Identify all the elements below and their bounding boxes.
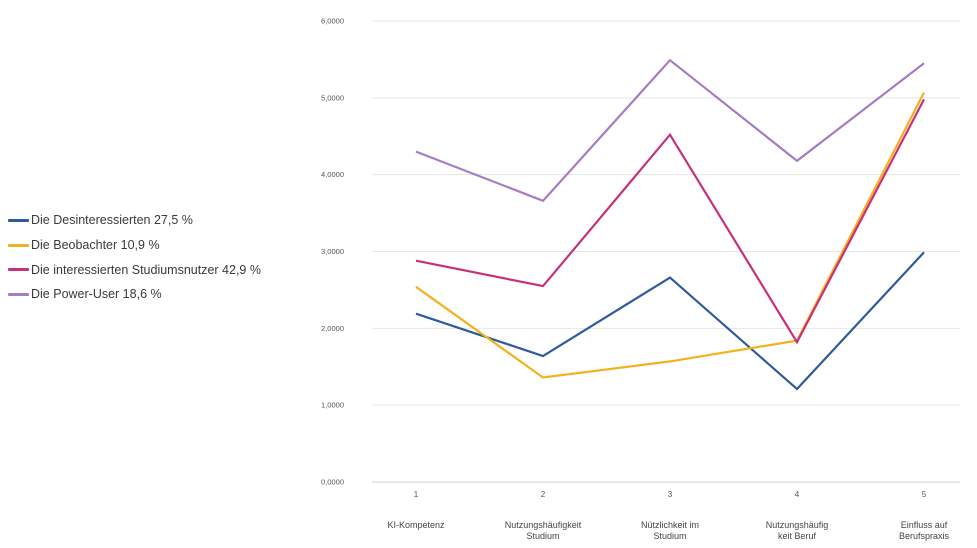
y-tick-label: 3,0000 [321,247,344,256]
series-line-1 [415,251,925,391]
legend-label: Die interessierten Studiumsnutzer 42,9 % [31,262,261,277]
x-tick-label: 1 [414,490,419,499]
x-axis-ticks: 1 KI-Kompetenz 2 Nutzungshäufigkeit Studium 3… [387,490,949,541]
y-tick-label: 2,0000 [321,324,344,333]
y-tick-label: 0,0000 [321,478,344,487]
legend-item: Die Power-User 18,6 % [8,282,261,307]
y-tick-label: 1,0000 [321,401,344,410]
legend-label: Die Desinteressierten 27,5 % [31,213,193,228]
series-line-3 [415,98,925,345]
category-label: KI-Kompetenz [387,520,445,530]
category-label: Einfluss auf Berufspraxis [899,520,950,541]
x-tick-label: 5 [922,490,927,499]
legend-swatch [8,243,29,247]
y-tick-label: 5,0000 [321,93,344,102]
legend-label: Die Beobachter 10,9 % [31,238,160,253]
legend-swatch [8,268,29,272]
x-tick-label: 3 [668,490,673,499]
series-line-4 [415,58,925,203]
y-tick-label: 4,0000 [321,170,344,179]
y-axis-ticks: 0,0000 1,0000 2,0000 3,0000 4,0000 5,0000 6,00… [321,17,344,487]
x-tick-label: 4 [795,490,800,499]
legend-label: Die Power-User 18,6 % [31,287,162,302]
gridlines [372,20,960,483]
category-label: Nutzungshäufig keit Beruf [766,520,829,541]
series-line-2 [415,91,925,379]
legend-item: Die interessierten Studiumsnutzer 42,9 % [8,257,261,282]
legend-item: Die Desinteressierten 27,5 % [8,208,261,233]
legend: Die Desinteressierten 27,5 % Die Beobacht… [8,208,261,307]
category-label: Nutzungshäufigkeit Studium [505,520,582,541]
legend-swatch [8,292,29,296]
x-tick-label: 2 [541,490,546,499]
legend-item: Die Beobachter 10,9 % [8,233,261,258]
series-lines [415,58,925,391]
y-tick-label: 6,0000 [321,17,344,26]
legend-swatch [8,218,29,222]
category-label: Nützlichkeit im Studium [641,520,699,541]
